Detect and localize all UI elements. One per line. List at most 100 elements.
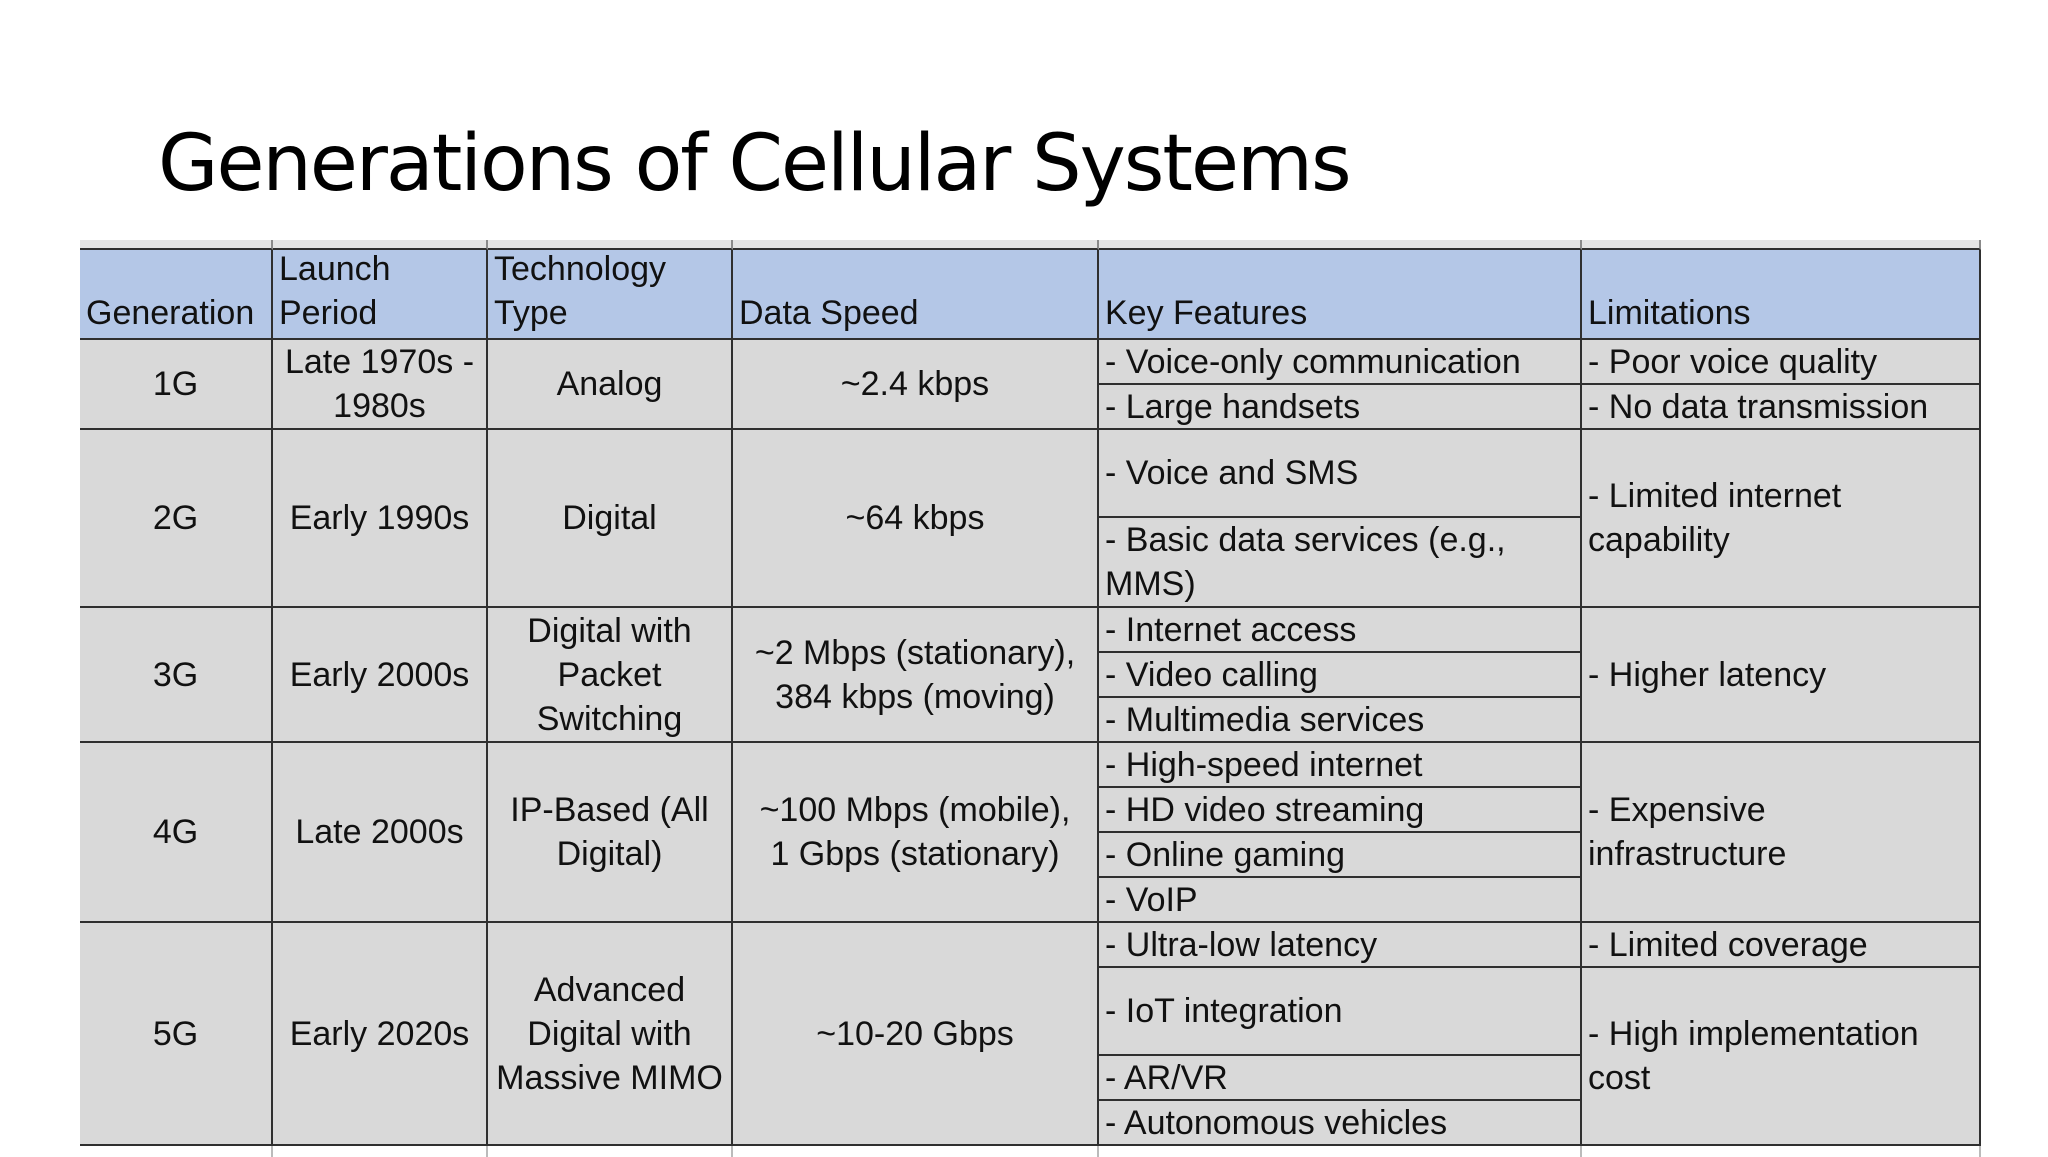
cell-key-feature-line: - Autonomous vehicles [1105,1103,1448,1142]
cell-limitation: - High implementation cost [1582,968,1981,1146]
cell-generation-line: 3G [152,655,199,694]
top-strip-cell [733,240,1099,250]
top-strip-cell [1582,240,1981,250]
cell-key-feature: - HD video streaming [1099,788,1582,833]
header-key-features-line: Key Features [1105,294,1308,332]
cell-limitation: - Expensive infrastructure [1582,743,1981,923]
cell-launch-period: Late 2000s [273,743,488,923]
top-strip-cell [1099,240,1582,250]
cell-key-feature-line: - Video calling [1105,655,1318,694]
header-technology-type-line: Type [494,294,568,332]
cell-key-feature: - Ultra-low latency [1099,923,1582,968]
cell-generation: 3G [80,608,273,743]
cell-data-speed: ~64 kbps [733,430,1099,608]
cell-key-feature: - Basic data services (e.g., MMS) [1099,518,1582,608]
cell-technology-type-line: IP-Based (All [510,791,709,829]
cell-launch-period-line: Early 2000s [289,655,470,694]
cell-limitation-line: cost [1588,1059,1651,1097]
cell-key-feature-line: - IoT integration [1105,992,1343,1030]
cell-limitation-line: - No data transmission [1588,387,1929,426]
cell-limitation-line: - Higher latency [1588,655,1827,694]
cell-data-speed-line: 1 Gbps (stationary) [770,835,1060,873]
cell-key-feature-line: - Large handsets [1105,387,1361,426]
cell-technology-type-line: Digital) [556,835,663,873]
cell-launch-period: Early 2000s [273,608,488,743]
top-strip-cell [488,240,733,250]
header-launch-period-line: Launch [279,250,391,288]
cell-limitation: - Poor voice quality [1582,340,1981,385]
cell-key-feature-line: - Internet access [1105,610,1357,649]
cell-technology-type: Digital [488,430,733,608]
cell-launch-period-line: 1980s [333,387,426,425]
cell-limitation-line: infrastructure [1588,835,1787,873]
cell-data-speed: ~2.4 kbps [733,340,1099,430]
cell-limitation-line: - Limited internet [1588,477,1842,515]
cell-technology-type-line: Packet [557,655,662,694]
cell-key-feature-line: - AR/VR [1105,1058,1228,1097]
cell-key-feature: - Autonomous vehicles [1099,1101,1582,1146]
cell-limitation-line: - Expensive [1588,791,1766,829]
header-data-speed-line: Data Speed [739,294,919,332]
cell-limitation: - Limited coverage [1582,923,1981,968]
cell-launch-period: Late 1970s - 1980s [273,340,488,430]
cell-launch-period: Early 1990s [273,430,488,608]
header-data-speed: Data Speed [733,250,1099,340]
cell-generation-line: 1G [152,365,199,403]
cell-launch-period: Early 2020s [273,923,488,1146]
cell-key-feature: - VoIP [1099,878,1582,923]
cell-key-feature-line: - High-speed internet [1105,745,1423,784]
cell-limitation-line: capability [1588,521,1730,559]
cell-technology-type-line: Analog [556,365,663,403]
cell-key-feature-line: - Voice and SMS [1105,454,1359,492]
cell-technology-type: Analog [488,340,733,430]
cell-limitation-line: - High implementation [1588,1015,1919,1053]
cell-limitation-line: - Poor voice quality [1588,342,1878,381]
cell-generation-line: 5G [152,1014,199,1053]
cell-key-feature: - Video calling [1099,653,1582,698]
cell-technology-type: IP-Based (All Digital) [488,743,733,923]
header-technology-type: Technology Type [488,250,733,340]
cell-limitation: - Limited internet capability [1582,430,1981,608]
cell-data-speed: ~100 Mbps (mobile), 1 Gbps (stationary) [733,743,1099,923]
cell-technology-type: Digital with Packet Switching [488,608,733,743]
cell-key-feature: - Online gaming [1099,833,1582,878]
cell-technology-type-line: Switching [536,699,683,738]
cell-key-feature-line: - VoIP [1105,880,1198,919]
cell-key-feature-line: - Basic data services (e.g., [1105,521,1506,559]
cell-key-feature-line: - Online gaming [1105,835,1346,874]
cell-generation: 2G [80,430,273,608]
cell-key-feature-line: - HD video streaming [1105,790,1425,829]
cell-key-feature: - IoT integration [1099,968,1582,1056]
cell-data-speed-line: ~64 kbps [845,499,985,537]
cell-data-speed-line: ~100 Mbps (mobile), [759,791,1071,829]
cell-key-feature: - Voice-only communication [1099,340,1582,385]
cell-launch-period-line: Late 2000s [295,813,464,851]
header-launch-period-line: Period [279,294,378,332]
header-technology-type-line: Technology [494,250,667,288]
cell-technology-type-line: Digital with [527,611,692,650]
header-key-features: Key Features [1099,250,1582,340]
cellular-generations-table: Generation Launch Period Technology Type Data… [80,240,1981,1157]
cell-generation-line: 4G [152,813,199,851]
cell-key-feature: - Multimedia services [1099,698,1582,743]
cell-limitation-line: - Limited coverage [1588,925,1868,964]
top-strip-cell [273,240,488,250]
cell-data-speed-line: ~2.4 kbps [840,365,990,403]
cell-generation: 5G [80,923,273,1146]
cell-generation: 4G [80,743,273,923]
cell-key-feature: - Large handsets [1099,385,1582,430]
cell-generation-line: 2G [152,499,199,537]
cell-technology-type-line: Digital [562,499,657,537]
header-generation: Generation [80,250,273,340]
cell-key-feature: - Voice and SMS [1099,430,1582,518]
cell-key-feature-line: MMS) [1105,565,1196,603]
cell-key-feature: - High-speed internet [1099,743,1582,788]
cell-limitation: - No data transmission [1582,385,1981,430]
header-limitations: Limitations [1582,250,1981,340]
table-grid: Generation Launch Period Technology Type Data… [80,240,1981,1157]
header-launch-period: Launch Period [273,250,488,340]
cell-data-speed-line: ~10-20 Gbps [816,1014,1014,1053]
cell-launch-period-line: Late 1970s - [284,343,475,381]
cell-technology-type: Advanced Digital with Massive MIMO [488,923,733,1146]
cell-data-speed-line: 384 kbps (moving) [775,677,1055,716]
